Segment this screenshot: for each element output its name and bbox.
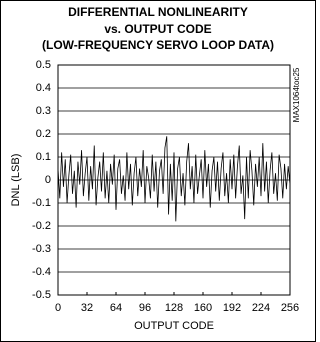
- x-tick-label: 128: [165, 302, 183, 314]
- y-tick-label: 0.1: [36, 151, 51, 163]
- y-tick-label: 0: [45, 174, 51, 186]
- y-tick-label: -0.5: [32, 289, 51, 301]
- x-tick-label: 224: [252, 302, 270, 314]
- y-tick-label: 0.4: [36, 82, 51, 94]
- y-tick-label: -0.3: [32, 243, 51, 255]
- y-tick-label: -0.2: [32, 220, 51, 232]
- title-line: DIFFERENTIAL NONLINEARITY: [68, 5, 248, 19]
- plot-frame: [57, 64, 291, 296]
- x-tick-label: 96: [139, 302, 151, 314]
- side-label: MAX1064toc25: [292, 67, 301, 122]
- y-axis-label: DNL (LSB): [10, 154, 22, 207]
- y-tick-label: 0.5: [36, 59, 51, 71]
- x-tick-label: 192: [223, 302, 241, 314]
- y-tick-label: -0.4: [32, 266, 51, 278]
- x-tick-label: 0: [55, 302, 61, 314]
- y-tick-label: 0.3: [36, 105, 51, 117]
- y-tick-label: -0.1: [32, 197, 51, 209]
- x-tick-label: 256: [281, 302, 299, 314]
- data-line: [57, 136, 291, 222]
- y-tick-label: 0.2: [36, 128, 51, 140]
- x-tick-label: 160: [194, 302, 212, 314]
- x-axis-label: OUTPUT CODE: [134, 320, 214, 332]
- x-tick-label: 32: [81, 302, 93, 314]
- x-tick-label: 64: [110, 302, 122, 314]
- title-line: (LOW-FREQUENCY SERVO LOOP DATA): [42, 38, 274, 52]
- title-line: vs. OUTPUT CODE: [104, 22, 211, 36]
